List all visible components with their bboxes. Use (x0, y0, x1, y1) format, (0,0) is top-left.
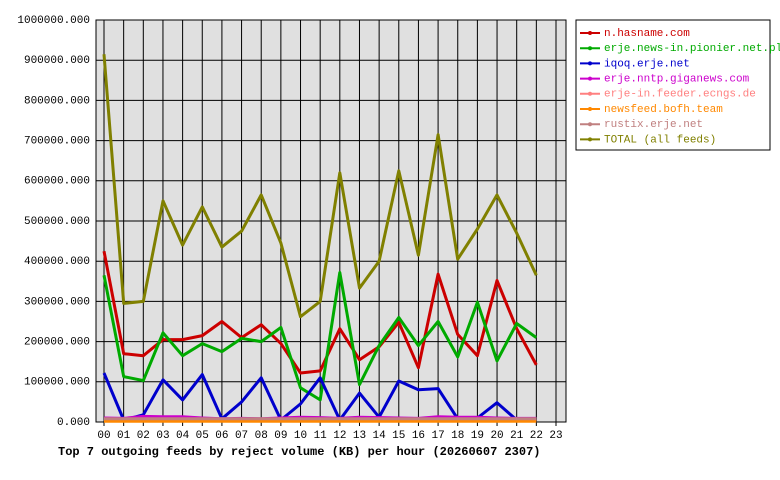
y-tick-label: 400000.000 (24, 256, 90, 268)
legend-label: iqoq.erje.net (604, 58, 690, 70)
legend-label: erje-in.feeder.ecngs.de (604, 89, 756, 101)
y-tick-label: 800000.000 (24, 95, 90, 107)
series-line (102, 54, 538, 319)
legend-label: newsfeed.bofh.team (604, 104, 723, 116)
x-tick-label: 20 (490, 430, 503, 442)
legend-marker (588, 122, 592, 127)
x-tick-label: 14 (373, 430, 387, 442)
y-tick-label: 600000.000 (24, 176, 90, 188)
legend-label: rustix.erje.net (604, 119, 703, 131)
x-tick-label: 05 (196, 430, 209, 442)
y-tick-label: 1000000.000 (17, 15, 90, 27)
legend-label: erje.nntp.giganews.com (604, 74, 750, 86)
x-tick-label: 00 (97, 430, 110, 442)
legend-label: TOTAL (all feeds) (604, 134, 716, 146)
legend-marker (588, 61, 592, 66)
legend-marker (588, 107, 592, 111)
x-tick-label: 16 (412, 430, 425, 442)
x-tick-label: 21 (510, 430, 524, 442)
x-tick-label: 13 (353, 430, 366, 442)
x-tick-label: 18 (451, 430, 464, 442)
legend-label: n.hasname.com (604, 28, 690, 40)
x-tick-label: 03 (156, 430, 169, 442)
x-tick-label: 10 (294, 430, 307, 442)
legend-marker (588, 46, 592, 51)
x-tick-label: 07 (235, 430, 248, 442)
chart-title: Top 7 outgoing feeds by reject volume (K… (58, 445, 540, 459)
x-tick-label: 02 (137, 430, 150, 442)
x-tick-label: 04 (176, 430, 190, 442)
y-tick-label: 200000.000 (24, 337, 90, 349)
legend-marker (588, 91, 592, 96)
legend-marker (588, 76, 592, 81)
y-tick-label: 700000.000 (24, 136, 90, 148)
x-tick-label: 06 (215, 430, 228, 442)
x-tick-label: 23 (549, 430, 562, 442)
y-tick-label: 0.000 (57, 417, 90, 429)
x-tick-label: 01 (117, 430, 131, 442)
legend-marker (588, 137, 592, 142)
y-tick-label: 900000.000 (24, 55, 90, 67)
legend-label: erje.news-in.pionier.net.pl (604, 43, 780, 55)
y-tick-label: 500000.000 (24, 216, 90, 228)
legend-box (575, 19, 771, 151)
x-tick-label: 19 (471, 430, 484, 442)
legend-marker (588, 31, 592, 35)
y-tick-label: 300000.000 (24, 296, 90, 308)
x-tick-label: 12 (333, 430, 346, 442)
x-tick-label: 15 (392, 430, 405, 442)
x-tick-label: 08 (255, 430, 268, 442)
x-tick-label: 11 (314, 430, 328, 442)
y-tick-label: 100000.000 (24, 377, 90, 389)
x-tick-label: 22 (530, 430, 543, 442)
x-tick-label: 17 (431, 430, 444, 442)
series-line (102, 271, 538, 402)
x-tick-label: 09 (274, 430, 287, 442)
